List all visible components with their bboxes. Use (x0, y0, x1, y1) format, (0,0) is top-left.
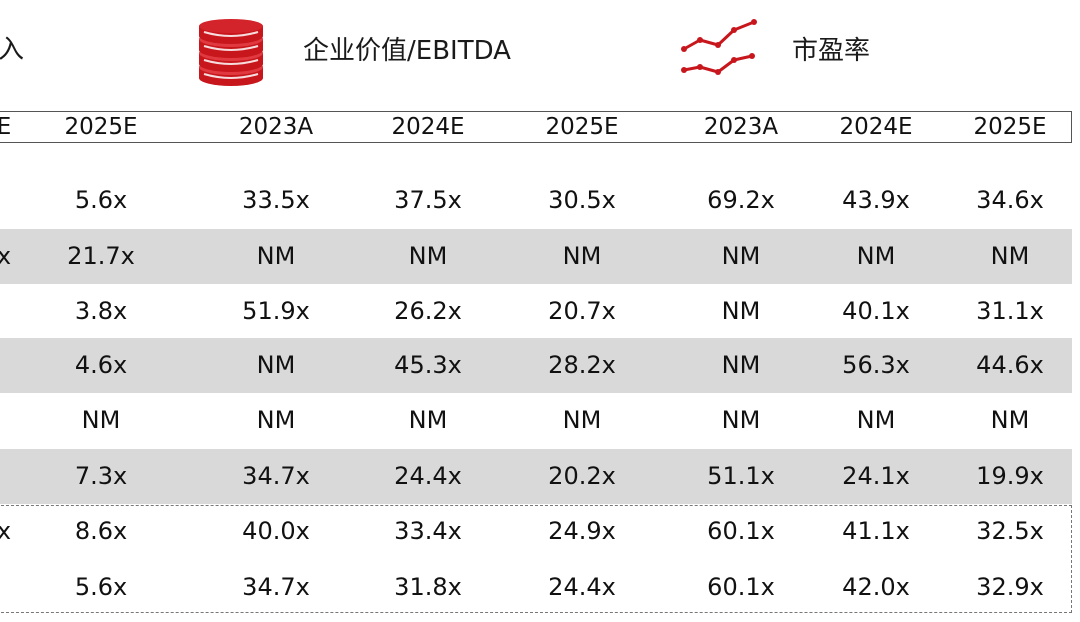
table-cell: 32.5x (976, 517, 1044, 545)
table-cell: 26.2x (394, 297, 462, 325)
table-cell: 3.8x (74, 297, 128, 325)
row-shading (0, 337, 1072, 393)
table-cell: 24.4x (548, 573, 616, 601)
table-cell: 7.3x (74, 462, 128, 490)
table-cell: 20.2x (548, 462, 616, 490)
table-cell: x (0, 517, 12, 545)
table-cell: NM (562, 242, 602, 270)
table-cell: NM (721, 351, 761, 379)
table-cell: 31.8x (394, 573, 462, 601)
table-cell: 28.2x (548, 351, 616, 379)
table-cell: 20.7x (548, 297, 616, 325)
table-cell: NM (721, 406, 761, 434)
column-header-1: 2025E (64, 114, 138, 140)
table-cell: NM (990, 242, 1030, 270)
table-cell: x (0, 242, 12, 270)
coin-stack-icon (199, 19, 263, 86)
table-cell: NM (990, 406, 1030, 434)
table-cell: NM (408, 242, 448, 270)
column-header-6: 2024E (839, 114, 913, 140)
table-cell: NM (856, 406, 896, 434)
table-cell: 30.5x (548, 186, 616, 214)
line-trend-icon (681, 19, 757, 75)
table-cell: 31.1x (976, 297, 1044, 325)
group-header-revenue: 入 (0, 35, 25, 65)
column-header-2: 2023A (238, 114, 314, 140)
table-cell: 51.9x (242, 297, 310, 325)
table-cell: 33.5x (242, 186, 310, 214)
table-cell: 69.2x (707, 186, 775, 214)
table-cell: NM (408, 406, 448, 434)
table-cell: 44.6x (976, 351, 1044, 379)
table-cell: 56.3x (842, 351, 910, 379)
table-cell: NM (256, 406, 296, 434)
table-cell: 24.4x (394, 462, 462, 490)
table-cell: 34.7x (242, 573, 310, 601)
table-cell: 43.9x (842, 186, 910, 214)
row-shading (0, 448, 1072, 504)
table-cell: 40.0x (242, 517, 310, 545)
table-cell: 51.1x (707, 462, 775, 490)
table-cell: NM (721, 297, 761, 325)
table-cell: 34.7x (242, 462, 310, 490)
table-cell: 24.9x (548, 517, 616, 545)
table-cell: NM (562, 406, 602, 434)
column-header-3: 2024E (391, 114, 465, 140)
row-shading (0, 228, 1072, 284)
column-header-7: 2025E (973, 114, 1047, 140)
table-cell: 41.1x (842, 517, 910, 545)
table-cell: 4.6x (74, 351, 128, 379)
table-cell: 34.6x (976, 186, 1044, 214)
column-header-4: 2025E (545, 114, 619, 140)
table-cell: NM (256, 242, 296, 270)
table-cell: 5.6x (74, 186, 128, 214)
table-cell: 37.5x (394, 186, 462, 214)
column-header-5: 2023A (703, 114, 779, 140)
group-header-pe: 市盈率 (792, 36, 871, 66)
table-cell: NM (856, 242, 896, 270)
table-cell: 45.3x (394, 351, 462, 379)
table-cell: 60.1x (707, 573, 775, 601)
group-header-ev-ebitda: 企业价值/EBITDA (303, 36, 511, 66)
table-cell: 19.9x (976, 462, 1044, 490)
group-header-row: 入 企业价值/EBITDA (0, 0, 1080, 108)
summary-rows-outline (0, 505, 1072, 613)
table-cell: NM (81, 406, 121, 434)
table-cell: 42.0x (842, 573, 910, 601)
table-cell: NM (256, 351, 296, 379)
table-cell: 33.4x (394, 517, 462, 545)
table-cell: 40.1x (842, 297, 910, 325)
table-cell: 21.7x (67, 242, 135, 270)
table-cell: 24.1x (842, 462, 910, 490)
table-cell: 8.6x (74, 517, 128, 545)
table-cell: 32.9x (976, 573, 1044, 601)
table-cell: NM (721, 242, 761, 270)
column-header-row (0, 111, 1072, 143)
column-header-0: E (0, 114, 12, 140)
table-cell: 5.6x (74, 573, 128, 601)
table-cell: 60.1x (707, 517, 775, 545)
